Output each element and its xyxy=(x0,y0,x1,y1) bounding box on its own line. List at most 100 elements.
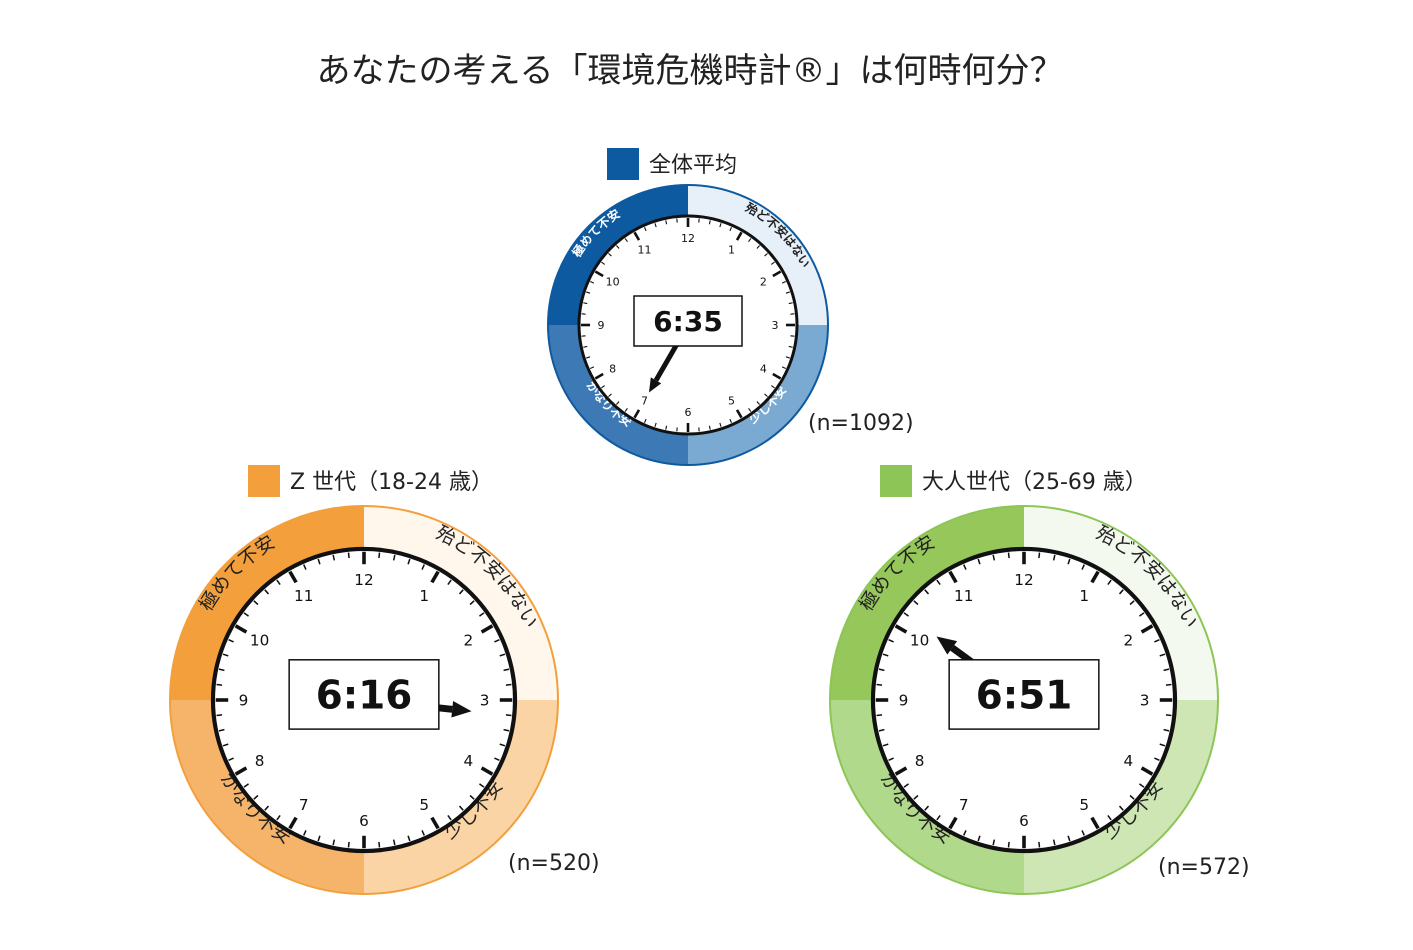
minute-tick xyxy=(243,612,249,617)
page-title: あなたの考える「環境危機時計®」は何時何分？ xyxy=(317,51,1064,91)
hour-numeral: 5 xyxy=(419,796,429,814)
minute-tick xyxy=(977,835,981,842)
minute-tick xyxy=(1081,830,1085,836)
minute-tick xyxy=(729,418,733,423)
hour-numeral: 7 xyxy=(641,394,648,407)
hour-numeral: 5 xyxy=(728,394,735,407)
sample-size: (n=520) xyxy=(508,851,600,876)
minute-tick xyxy=(505,683,512,686)
minute-tick xyxy=(458,589,464,595)
hour-tick xyxy=(948,816,958,830)
minute-tick xyxy=(624,408,628,412)
minute-tick xyxy=(924,589,930,595)
clock-hand-arrowhead xyxy=(451,701,472,718)
hour-numeral: 6 xyxy=(685,406,692,419)
hour-numeral: 3 xyxy=(1140,692,1150,710)
minute-tick xyxy=(1107,579,1112,585)
minute-tick xyxy=(1129,600,1135,606)
hour-tick xyxy=(430,816,440,830)
legend-swatch xyxy=(607,148,639,180)
minute-tick xyxy=(1118,805,1124,811)
minute-tick xyxy=(264,589,270,595)
hour-numeral: 8 xyxy=(255,752,265,770)
hour-tick xyxy=(430,570,440,584)
minute-tick xyxy=(878,728,885,732)
minute-tick xyxy=(1052,839,1056,846)
hour-numeral: 1 xyxy=(728,244,735,257)
hour-tick xyxy=(288,816,298,830)
minute-tick xyxy=(276,815,281,821)
hour-numeral: 12 xyxy=(681,232,695,245)
minute-tick xyxy=(586,291,591,294)
minute-tick xyxy=(228,639,234,643)
minute-tick xyxy=(882,653,889,657)
hour-tick xyxy=(288,570,298,584)
minute-tick xyxy=(378,841,381,848)
minute-tick xyxy=(756,401,761,405)
clock-chart-3: 大人世代（25-69 歳）殆ど不安はない少し不安かなり不安極めて不安123456… xyxy=(829,465,1250,895)
hour-numeral: 11 xyxy=(294,587,313,605)
minute-tick xyxy=(392,839,396,846)
minute-tick xyxy=(1165,683,1172,686)
minute-tick xyxy=(1129,794,1135,800)
minute-tick xyxy=(458,805,464,811)
hour-numeral: 1 xyxy=(1079,587,1089,605)
minute-tick xyxy=(218,728,225,732)
sample-size: (n=1092) xyxy=(808,411,914,436)
hour-tick xyxy=(948,570,958,584)
minute-tick xyxy=(347,552,350,559)
minute-tick xyxy=(615,401,620,405)
time-value: 6:16 xyxy=(316,673,413,718)
minute-tick xyxy=(882,743,889,747)
minute-tick xyxy=(216,714,223,717)
minute-tick xyxy=(665,425,668,430)
minute-tick xyxy=(643,227,647,232)
minute-tick xyxy=(479,612,485,617)
hour-numeral: 3 xyxy=(772,319,779,332)
minute-tick xyxy=(654,223,657,228)
minute-tick xyxy=(407,835,411,842)
hour-tick xyxy=(480,624,494,634)
minute-tick xyxy=(1163,668,1170,672)
hour-tick xyxy=(480,766,494,776)
minute-tick xyxy=(421,564,425,570)
minute-tick xyxy=(590,280,595,284)
minute-tick xyxy=(992,554,996,561)
minute-tick xyxy=(924,805,930,811)
minute-tick xyxy=(243,783,249,788)
minute-tick xyxy=(764,393,768,398)
minute-tick xyxy=(643,418,647,423)
minute-tick xyxy=(1159,653,1166,657)
hour-tick xyxy=(1090,570,1100,584)
minute-tick xyxy=(601,385,605,389)
clock-outer-border xyxy=(169,505,559,895)
minute-tick xyxy=(469,600,475,606)
minute-tick xyxy=(378,552,381,559)
hour-numeral: 3 xyxy=(480,692,490,710)
minute-tick xyxy=(264,805,270,811)
legend: Z 世代（18-24 歳） xyxy=(248,465,493,497)
minute-tick xyxy=(624,238,628,242)
minute-tick xyxy=(276,579,281,585)
minute-tick xyxy=(469,794,475,800)
minute-tick xyxy=(788,345,793,348)
minute-tick xyxy=(992,839,996,846)
hour-tick xyxy=(594,270,604,278)
minute-tick xyxy=(888,639,894,643)
minute-tick xyxy=(1159,743,1166,747)
minute-tick xyxy=(253,794,259,800)
minute-tick xyxy=(654,422,657,427)
minute-tick xyxy=(218,668,225,672)
minute-tick xyxy=(1107,815,1112,821)
minute-tick xyxy=(586,356,591,359)
minute-tick xyxy=(503,728,510,732)
minute-tick xyxy=(583,302,588,305)
legend-swatch xyxy=(880,465,912,497)
minute-tick xyxy=(253,600,259,606)
hour-numeral: 9 xyxy=(598,319,605,332)
hour-tick xyxy=(633,231,641,241)
minute-tick xyxy=(936,579,941,585)
hour-numeral: 7 xyxy=(299,796,309,814)
minute-tick xyxy=(1067,835,1071,842)
clock-chart-1: 全体平均殆ど不安はない少し不安かなり不安極めて不安123456789101112… xyxy=(547,148,914,466)
